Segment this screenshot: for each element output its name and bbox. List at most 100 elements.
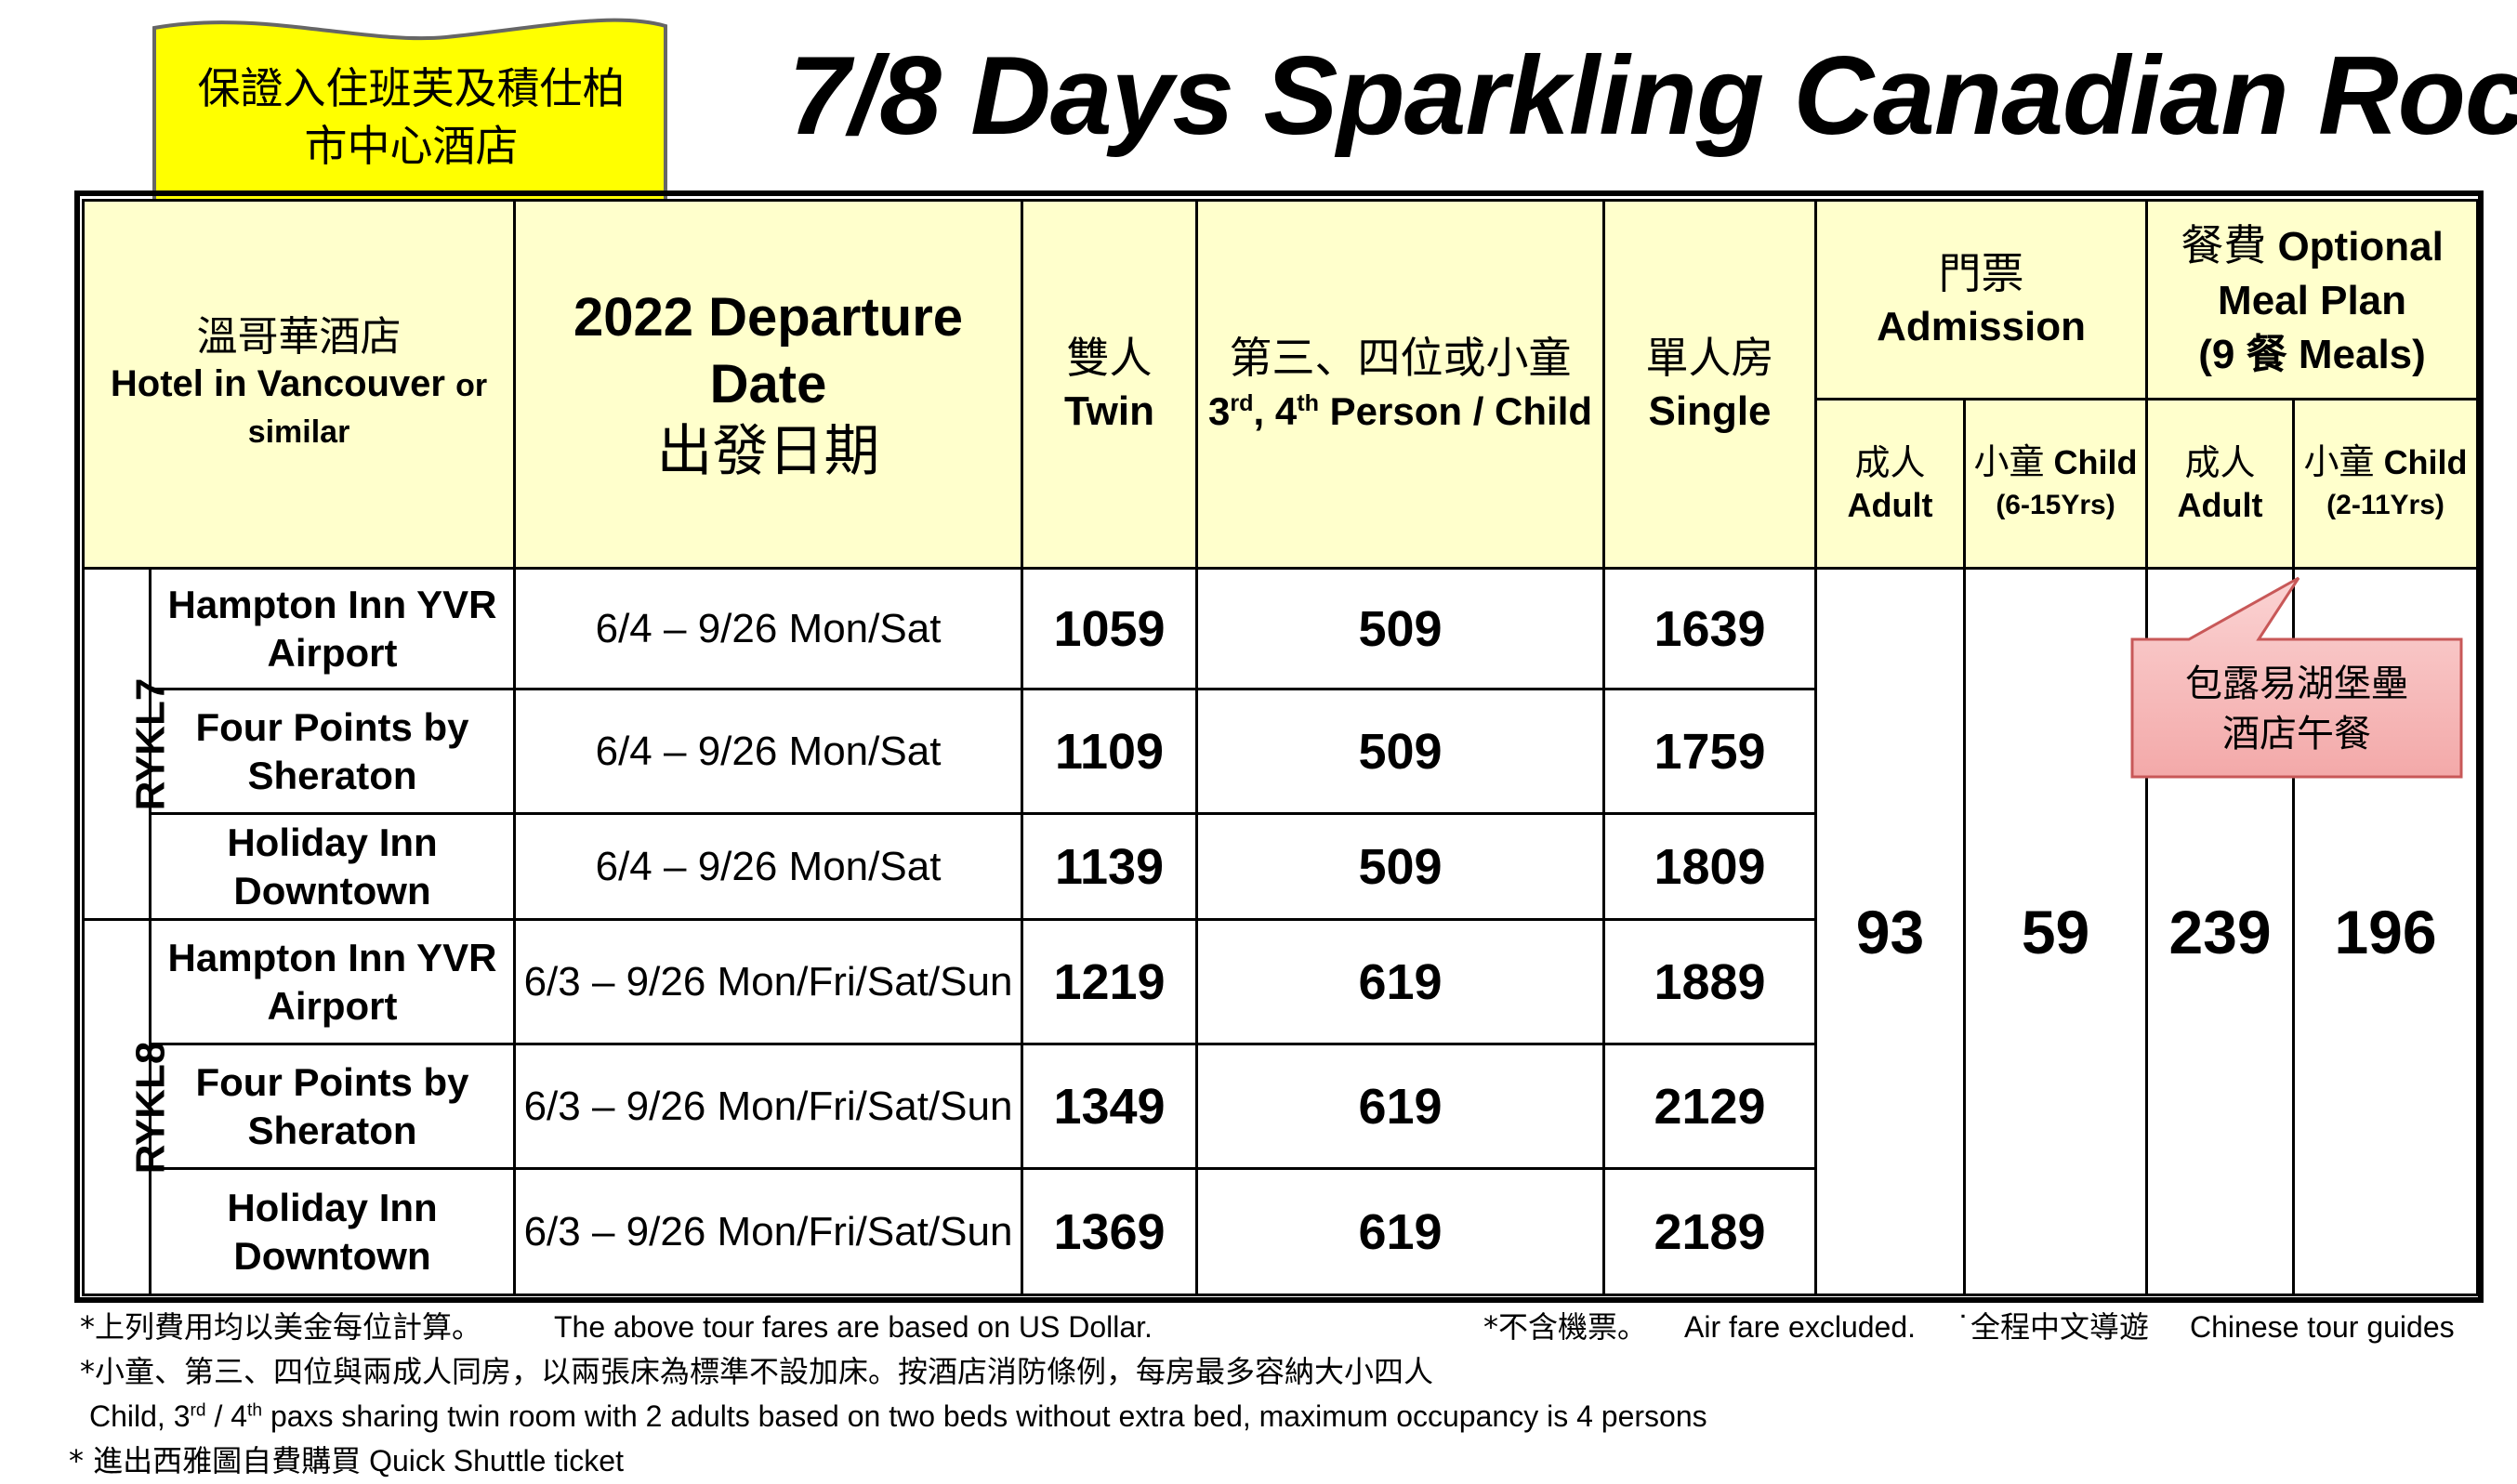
footnotes: *上列費用均以美金每位計算。 The above tour fares are … bbox=[65, 1305, 2482, 1483]
header-single-zh: 單人房 bbox=[1645, 332, 1774, 383]
header-third-en-3: Person / Child bbox=[1319, 388, 1593, 433]
hotel-line-2: Downtown bbox=[233, 1233, 431, 1278]
note-occupancy-b: / 4 bbox=[205, 1399, 248, 1433]
single-price: 1639 bbox=[1602, 567, 1818, 690]
hotel-line-2: Sheraton bbox=[247, 1108, 417, 1152]
lunch-callout: 包露易湖堡壘 酒店午餐 bbox=[2119, 558, 2472, 790]
table-row: Four Points by Sheraton 6/3 – 9/26 Mon/Fr… bbox=[84, 1043, 2478, 1170]
header-third-rd: rd bbox=[1230, 389, 1254, 416]
note-occupancy-c: paxs sharing twin room with 2 adults bas… bbox=[262, 1399, 1707, 1433]
twin-price: 1369 bbox=[1021, 1167, 1199, 1296]
note-guide-en: Chinese tour guides bbox=[2190, 1310, 2455, 1344]
header-adm-child-en: Child bbox=[2053, 443, 2138, 481]
header-single-en: Single bbox=[1648, 387, 1772, 434]
header-hotel-or: or bbox=[455, 367, 488, 403]
tour-code-rykl7: RYKL7 bbox=[82, 567, 173, 921]
note-airfare-zh: *不含機票。 bbox=[1483, 1309, 1648, 1345]
callout-line-2: 酒店午餐 bbox=[2222, 713, 2371, 755]
header-meal-count: (9 餐 Meals) bbox=[2198, 331, 2426, 377]
callout-shape bbox=[2130, 576, 2463, 779]
twin-price: 1109 bbox=[1021, 688, 1199, 815]
header-date-zh: 出發日期 bbox=[656, 418, 880, 484]
hotel-line-1: Hampton Inn YVR bbox=[167, 582, 497, 626]
note-guide-zh: ˙全程中文導遊 bbox=[1956, 1309, 2150, 1345]
hotel-line-2: Airport bbox=[267, 630, 398, 675]
departure-date: 6/3 – 9/26 Mon/Fri/Sat/Sun bbox=[513, 1043, 1024, 1170]
note-shuttle-en: Quick Shuttle ticket bbox=[369, 1444, 624, 1477]
tour-code-label: RYKL8 bbox=[127, 1041, 174, 1174]
note-line-1: *上列費用均以美金每位計算。 The above tour fares are … bbox=[65, 1305, 2482, 1349]
header-meal-child: 小童 Child (2-11Yrs) bbox=[2292, 398, 2480, 570]
departure-date: 6/4 – 9/26 Mon/Sat bbox=[513, 567, 1024, 690]
hotel-line-2: Sheraton bbox=[247, 753, 417, 797]
header-third-zh: 第三、四位或小童 bbox=[1229, 332, 1572, 383]
hotel-name: Hampton Inn YVR Airport bbox=[148, 918, 517, 1045]
table-row: Holiday Inn Downtown 6/4 – 9/26 Mon/Sat 1… bbox=[84, 812, 2478, 921]
twin-price: 1059 bbox=[1021, 567, 1199, 690]
header-single: 單人房 Single bbox=[1602, 199, 1818, 570]
hotel-name: Holiday Inn Downtown bbox=[148, 1167, 517, 1296]
banner-line-2: 市中心酒店 bbox=[304, 120, 519, 171]
departure-date: 6/3 – 9/26 Mon/Fri/Sat/Sun bbox=[513, 918, 1024, 1045]
twin-price: 1139 bbox=[1021, 812, 1199, 921]
hotel-name: Hampton Inn YVR Airport bbox=[148, 567, 517, 690]
header-third-en-1: 3 bbox=[1207, 388, 1231, 433]
header-twin-zh: 雙人 bbox=[1066, 332, 1153, 383]
table-row: RYKL7 Hampton Inn YVR Airport 6/4 – 9/26 … bbox=[82, 567, 2480, 1296]
header-meal-child-zh: 小童 bbox=[2303, 441, 2375, 482]
header-meal-plan: 餐費 Optional Meal Plan (9 餐 Meals) bbox=[2145, 199, 2480, 401]
single-price: 1759 bbox=[1602, 688, 1818, 815]
hotel-line-1: Hampton Inn YVR bbox=[167, 935, 497, 979]
note-occupancy-a: Child, 3 bbox=[89, 1399, 191, 1433]
callout-line-1: 包露易湖堡壘 bbox=[2185, 663, 2408, 705]
admission-adult-price: 93 bbox=[1814, 567, 1967, 1296]
header-hotel-en: Hotel in Vancouver bbox=[110, 362, 445, 404]
header-adm-adult-en: Adult bbox=[1847, 485, 1933, 524]
third-price: 509 bbox=[1195, 567, 1606, 690]
hotel-line-2: Airport bbox=[267, 983, 398, 1028]
hotel-name: Four Points by Sheraton bbox=[148, 1043, 517, 1170]
header-hotel-zh: 溫哥華酒店 bbox=[196, 312, 402, 361]
note-airfare-en: Air fare excluded. bbox=[1684, 1310, 1917, 1344]
header-departure-date: 2022 Departure Date 出發日期 bbox=[513, 199, 1024, 570]
single-price: 1809 bbox=[1602, 812, 1818, 921]
twin-price: 1219 bbox=[1021, 918, 1199, 1045]
banner-line-1: 保證入住班芙及積仕柏 bbox=[197, 62, 626, 113]
note-line-2: *小童、第三、四位與兩成人同房，以兩張床為標準不設加床。按酒店消防條例，每房最多… bbox=[80, 1354, 1434, 1389]
header-admission: 門票 Admission bbox=[1814, 199, 2149, 401]
hotel-line-1: Holiday Inn bbox=[227, 1185, 438, 1229]
table-row: Four Points by Sheraton 6/4 – 9/26 Mon/Sa… bbox=[84, 688, 2478, 815]
header-twin: 雙人 Twin bbox=[1021, 199, 1199, 570]
single-price: 1889 bbox=[1602, 918, 1818, 1045]
price-table: 溫哥華酒店 Hotel in Vancouver or similar 2022… bbox=[81, 199, 2480, 1296]
hotel-line-1: Four Points by bbox=[195, 704, 469, 749]
departure-date: 6/3 – 9/26 Mon/Fri/Sat/Sun bbox=[513, 1167, 1024, 1296]
single-price: 2129 bbox=[1602, 1043, 1818, 1170]
third-price: 619 bbox=[1195, 918, 1606, 1045]
hotel-guarantee-banner: 保證入住班芙及積仕柏 市中心酒店 bbox=[149, 17, 674, 254]
note-line-3: Child, 3rd / 4th paxs sharing twin room … bbox=[65, 1394, 2482, 1438]
header-third-en-2: , 4 bbox=[1253, 388, 1298, 433]
third-price: 509 bbox=[1195, 688, 1606, 815]
page-title: 7/8 Days Sparkling Canadian Rockies bbox=[788, 33, 2517, 158]
departure-date: 6/4 – 9/26 Mon/Sat bbox=[513, 688, 1024, 815]
header-admission-zh: 門票 bbox=[1938, 247, 2024, 298]
header-third-person: 第三、四位或小童 3rd, 4th Person / Child bbox=[1195, 199, 1606, 570]
header-twin-en: Twin bbox=[1064, 387, 1154, 434]
header-admission-child: 小童 Child (6-15Yrs) bbox=[1963, 398, 2149, 570]
note-usd-en: The above tour fares are based on US Dol… bbox=[554, 1310, 1153, 1344]
table-frame bbox=[74, 190, 2484, 1303]
note-shuttle-zh: * 進出西雅圖自費購買 bbox=[69, 1443, 362, 1478]
tour-code-label: RYKL7 bbox=[127, 677, 174, 810]
hotel-line-1: Holiday Inn bbox=[227, 820, 438, 864]
header-meal-zh: 餐費 bbox=[2181, 219, 2267, 270]
note-line-4: * 進出西雅圖自費購買 Quick Shuttle ticket bbox=[65, 1438, 2482, 1483]
header-admission-en: Admission bbox=[1877, 303, 2086, 349]
third-price: 509 bbox=[1195, 812, 1606, 921]
header-date-en: 2022 Departure Date bbox=[573, 286, 964, 414]
third-price: 619 bbox=[1195, 1043, 1606, 1170]
header-admission-adult: 成人 Adult bbox=[1814, 398, 1967, 570]
header-hotel: 溫哥華酒店 Hotel in Vancouver or similar bbox=[81, 199, 517, 570]
third-price: 619 bbox=[1195, 1167, 1606, 1296]
header-meal-adult-zh: 成人 bbox=[2184, 441, 2256, 483]
